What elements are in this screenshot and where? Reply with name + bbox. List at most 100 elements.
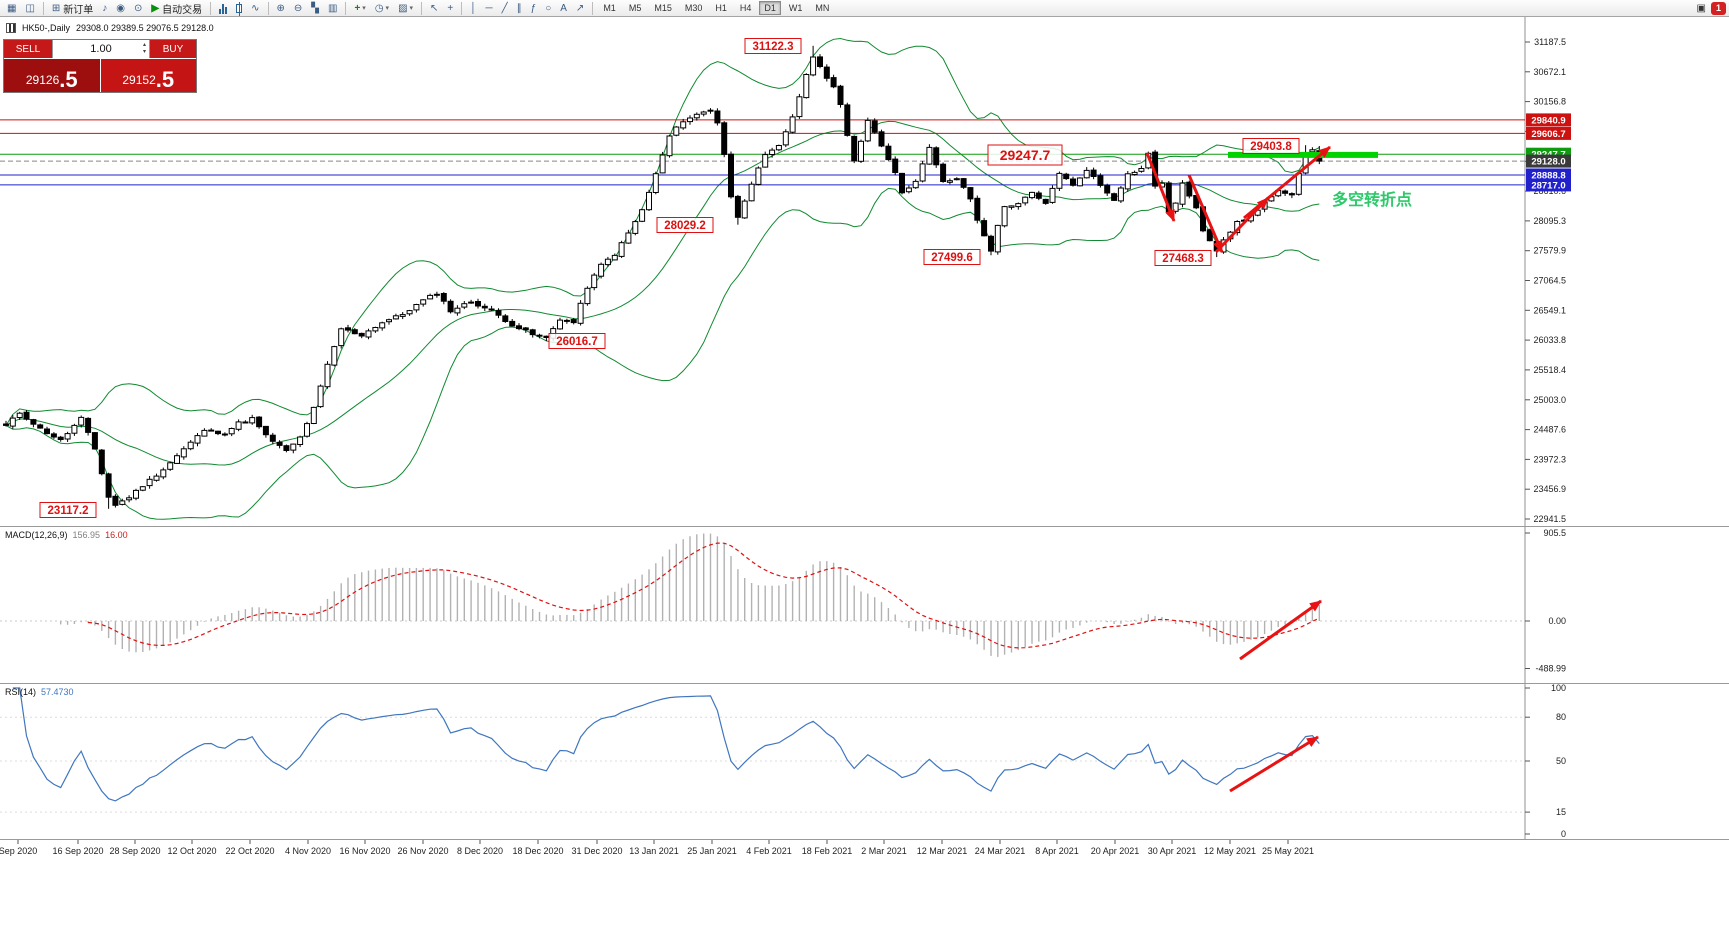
sell-price-pips: .5 xyxy=(59,67,78,92)
svg-text:905.5: 905.5 xyxy=(1543,528,1566,538)
timeframe-m15-button[interactable]: M15 xyxy=(654,3,672,13)
line-chart-icon[interactable]: ∿ xyxy=(251,2,260,14)
lot-spinner[interactable]: ▴ ▾ xyxy=(143,42,146,56)
svg-text:24487.6: 24487.6 xyxy=(1533,425,1566,435)
svg-text:50: 50 xyxy=(1556,756,1566,766)
channel-icon[interactable]: ∥ xyxy=(516,2,522,14)
lot-value: 1.00 xyxy=(90,43,112,55)
svg-text:15: 15 xyxy=(1556,807,1566,817)
svg-text:27499.6: 27499.6 xyxy=(931,252,973,264)
svg-text:27579.9: 27579.9 xyxy=(1533,246,1566,256)
periods-icon[interactable]: ◷ ▾ xyxy=(374,2,390,14)
timeframe-w1-button[interactable]: W1 xyxy=(788,3,803,13)
profile-window-icon[interactable]: ◫ xyxy=(25,2,35,14)
market-depth-icon[interactable]: ▣ xyxy=(1696,2,1706,14)
trendline-icon[interactable]: ╱ xyxy=(501,2,508,14)
charts-grid-icon[interactable]: ▦ xyxy=(7,2,17,14)
timeframe-d1-button[interactable]: D1 xyxy=(759,1,781,15)
shapes-icon[interactable]: ○ xyxy=(545,2,552,14)
community-icon[interactable]: ◉ xyxy=(116,2,126,14)
svg-text:28029.2: 28029.2 xyxy=(664,220,706,232)
timeframe-h1-button[interactable]: H1 xyxy=(715,3,727,13)
candlestick-icon xyxy=(6,23,16,33)
rsi-pane[interactable]: 100 80 50 15 0 xyxy=(0,684,1729,839)
text-icon[interactable]: A xyxy=(560,2,567,14)
svg-text:23456.9: 23456.9 xyxy=(1533,484,1566,494)
indicators-icon[interactable]: + ▾ xyxy=(354,2,366,14)
svg-text:13 Jan 2021: 13 Jan 2021 xyxy=(629,846,679,856)
svg-text:25518.4: 25518.4 xyxy=(1533,365,1566,375)
bar-chart-icon[interactable] xyxy=(215,1,231,16)
sounds-icon[interactable]: ♪ xyxy=(102,2,108,14)
ohlc-values: 29308.0 29389.5 29076.5 29128.0 xyxy=(76,23,214,33)
svg-text:28 Sep 2020: 28 Sep 2020 xyxy=(109,846,160,856)
macd-signal-value: 16.00 xyxy=(105,530,128,540)
toolbar-separator xyxy=(267,1,269,15)
svg-text:30672.1: 30672.1 xyxy=(1533,67,1566,77)
timeframe-m30-button[interactable]: M30 xyxy=(684,3,703,13)
spinner-down-icon[interactable]: ▾ xyxy=(142,49,146,55)
lot-size-field[interactable]: 1.00 ▴ ▾ xyxy=(52,40,150,58)
svg-text:28717.0: 28717.0 xyxy=(1531,180,1565,191)
horizontal-line-icon[interactable]: ─ xyxy=(485,2,493,14)
cascade-windows-icon[interactable]: ▥ xyxy=(328,2,338,14)
crosshair-icon[interactable]: + xyxy=(447,2,454,14)
buy-button[interactable]: BUY xyxy=(150,40,196,58)
svg-text:12 Mar 2021: 12 Mar 2021 xyxy=(917,846,968,856)
svg-text:31187.5: 31187.5 xyxy=(1534,37,1566,47)
one-click-trading-panel: SELL 1.00 ▴ ▾ BUY 29126.5 29152.5 xyxy=(3,39,197,93)
svg-text:2 Mar 2021: 2 Mar 2021 xyxy=(861,846,907,856)
svg-text:23972.3: 23972.3 xyxy=(1533,454,1566,464)
alerts-icon[interactable]: ⊙ xyxy=(134,2,143,14)
svg-text:80: 80 xyxy=(1556,712,1566,722)
svg-text:29128.0: 29128.0 xyxy=(1531,157,1565,168)
svg-text:27064.5: 27064.5 xyxy=(1533,276,1566,286)
svg-text:20 Apr 2021: 20 Apr 2021 xyxy=(1091,846,1140,856)
buy-price-button[interactable]: 29152.5 xyxy=(100,59,196,92)
tile-windows-icon[interactable]: ▚ xyxy=(311,2,319,14)
vertical-line-icon[interactable]: │ xyxy=(470,2,477,14)
timeframe-h4-button[interactable]: H4 xyxy=(739,3,752,13)
main-chart[interactable]: 多空转折点 31122.3 29247.7 29403.8 28029.2 27499.6… xyxy=(0,17,1729,526)
svg-text:30156.8: 30156.8 xyxy=(1533,97,1566,107)
pane-separator[interactable] xyxy=(0,526,1729,527)
buy-price-pips: .5 xyxy=(155,67,175,92)
svg-text:4 Nov 2020: 4 Nov 2020 xyxy=(285,846,331,856)
zoom-in-icon[interactable]: ⊕ xyxy=(276,2,285,14)
sell-price-button[interactable]: 29126.5 xyxy=(4,59,101,92)
sell-price-main: 29126 xyxy=(25,73,60,87)
notification-badge[interactable]: 1 xyxy=(1710,1,1726,15)
buy-price-main: 29152 xyxy=(122,73,156,87)
svg-text:8 Apr 2021: 8 Apr 2021 xyxy=(1035,846,1079,856)
fibonacci-icon[interactable]: ƒ xyxy=(530,2,537,14)
candlestick-chart-icon[interactable] xyxy=(232,1,246,16)
svg-text:28888.8: 28888.8 xyxy=(1531,171,1565,182)
svg-text:29247.7: 29247.7 xyxy=(1000,147,1051,163)
svg-text:12 Oct 2020: 12 Oct 2020 xyxy=(167,846,216,856)
zoom-out-icon[interactable]: ⊖ xyxy=(293,2,303,14)
macd-value: 156.95 xyxy=(72,530,101,540)
arrow-objects-icon[interactable]: ↗ xyxy=(575,2,585,14)
timeframe-m5-button[interactable]: M5 xyxy=(628,3,642,13)
svg-text:8 Dec 2020: 8 Dec 2020 xyxy=(457,846,503,856)
cursor-icon[interactable]: ↖ xyxy=(430,2,439,14)
toolbar-separator xyxy=(210,1,212,15)
toolbar-separator xyxy=(42,1,44,15)
pane-separator[interactable] xyxy=(0,683,1729,684)
svg-text:24 Mar 2021: 24 Mar 2021 xyxy=(975,846,1026,856)
svg-text:16 Sep 2020: 16 Sep 2020 xyxy=(52,846,103,856)
symbol-name: HK50-,Daily xyxy=(22,23,71,33)
macd-pane[interactable]: 905.5 0.00 -488.99 xyxy=(0,527,1729,683)
svg-text:0: 0 xyxy=(1561,829,1566,839)
svg-text:100: 100 xyxy=(1551,684,1566,693)
symbol-info: HK50-,Daily 29308.0 29389.5 29076.5 2912… xyxy=(6,23,214,33)
autotrading-button[interactable]: ▶ 自动交易 xyxy=(151,2,203,16)
svg-text:22941.5: 22941.5 xyxy=(1533,514,1566,524)
new-order-button[interactable]: ⊞ 新订单 xyxy=(51,2,94,16)
svg-text:30 Apr 2021: 30 Apr 2021 xyxy=(1148,846,1197,856)
spinner-up-icon[interactable]: ▴ xyxy=(142,42,146,48)
timeframe-m1-button[interactable]: M1 xyxy=(603,3,616,13)
timeframe-mn-button[interactable]: MN xyxy=(815,3,830,13)
sell-button[interactable]: SELL xyxy=(4,40,52,58)
templates-icon[interactable]: ▨ ▾ xyxy=(398,2,414,14)
